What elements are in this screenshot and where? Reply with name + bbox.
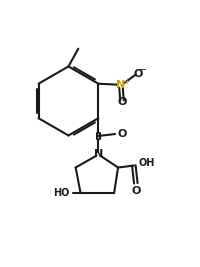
Text: HO: HO [53,188,70,198]
Text: OH: OH [139,158,155,168]
Text: O: O [133,69,142,79]
Text: O: O [117,97,127,107]
Text: N: N [94,149,103,159]
Text: −: − [139,65,147,75]
Text: +: + [123,77,130,86]
Text: O: O [131,186,140,196]
Text: O: O [117,129,126,139]
Text: N: N [116,80,126,90]
